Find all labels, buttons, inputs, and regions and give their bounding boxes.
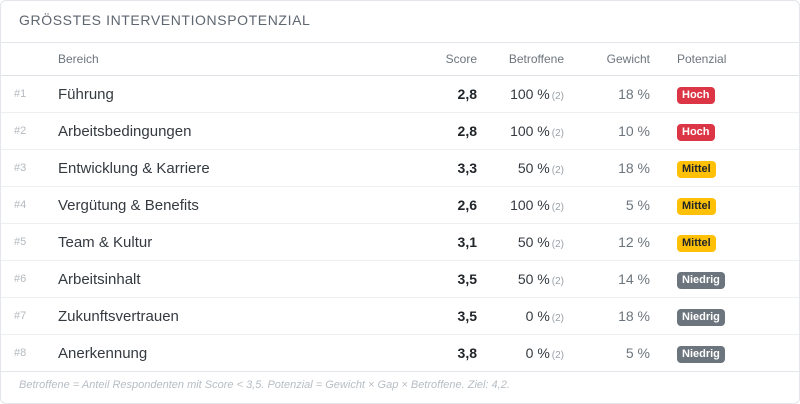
- row-potential: Mittel: [650, 223, 799, 261]
- potential-badge: Niedrig: [677, 345, 725, 363]
- table-row: #5 Team & Kultur 3,1 50 % (2) 12 % Mittel: [1, 223, 799, 261]
- row-rank: #2: [1, 112, 58, 150]
- affected-percent: 0 %: [525, 345, 550, 361]
- potential-badge: Hoch: [677, 123, 715, 141]
- affected-percent: 50 %: [517, 271, 550, 287]
- row-area: Vergütung & Benefits: [58, 186, 418, 224]
- row-weight: 18 %: [564, 75, 650, 113]
- row-area: Arbeitsinhalt: [58, 260, 418, 298]
- row-rank: #5: [1, 223, 58, 261]
- row-potential: Niedrig: [650, 297, 799, 335]
- table-header-row: Bereich Score Betroffene Gewicht Potenzi…: [1, 42, 799, 76]
- row-rank: #8: [1, 334, 58, 372]
- potential-badge: Mittel: [677, 197, 716, 215]
- row-potential: Hoch: [650, 75, 799, 113]
- row-potential: Niedrig: [650, 260, 799, 298]
- respondent-count: (2): [551, 239, 564, 250]
- row-rank: #1: [1, 75, 58, 113]
- row-area: Führung: [58, 75, 418, 113]
- row-affected: 0 % (2): [477, 297, 564, 335]
- affected-percent: 50 %: [517, 160, 550, 176]
- row-potential: Niedrig: [650, 334, 799, 372]
- respondent-count: (2): [551, 202, 564, 213]
- row-weight: 5 %: [564, 334, 650, 372]
- row-weight: 18 %: [564, 297, 650, 335]
- row-weight: 12 %: [564, 223, 650, 261]
- potential-badge: Mittel: [677, 160, 716, 178]
- row-score: 2,8: [418, 75, 477, 113]
- header-score: Score: [418, 42, 477, 76]
- card-title: GRÖSSTES INTERVENTIONSPOTENZIAL: [19, 12, 311, 28]
- row-score: 3,3: [418, 149, 477, 187]
- row-rank: #6: [1, 260, 58, 298]
- affected-percent: 100 %: [510, 123, 550, 139]
- potential-badge: Mittel: [677, 234, 716, 252]
- row-affected: 100 % (2): [477, 186, 564, 224]
- row-potential: Hoch: [650, 112, 799, 150]
- header-potential: Potenzial: [650, 42, 799, 76]
- footnote: Betroffene = Anteil Respondenten mit Sco…: [19, 379, 510, 391]
- affected-percent: 0 %: [525, 308, 550, 324]
- row-score: 2,6: [418, 186, 477, 224]
- row-affected: 50 % (2): [477, 149, 564, 187]
- header-area: Bereich: [58, 42, 418, 76]
- respondent-count: (2): [551, 128, 564, 139]
- row-potential: Mittel: [650, 186, 799, 224]
- table-row: #8 Anerkennung 3,8 0 % (2) 5 % Niedrig: [1, 334, 799, 372]
- table-row: #6 Arbeitsinhalt 3,5 50 % (2) 14 % Niedrig: [1, 260, 799, 298]
- row-score: 3,5: [418, 260, 477, 298]
- potential-badge: Niedrig: [677, 271, 725, 289]
- header-affected: Betroffene: [477, 42, 564, 76]
- affected-percent: 100 %: [510, 86, 550, 102]
- row-score: 3,5: [418, 297, 477, 335]
- potential-badge: Hoch: [677, 86, 715, 104]
- table-row: #1 Führung 2,8 100 % (2) 18 % Hoch: [1, 75, 799, 113]
- row-area: Entwicklung & Karriere: [58, 149, 418, 187]
- row-rank: #3: [1, 149, 58, 187]
- row-area: Anerkennung: [58, 334, 418, 372]
- row-score: 3,1: [418, 223, 477, 261]
- row-area: Zukunftsvertrauen: [58, 297, 418, 335]
- row-weight: 18 %: [564, 149, 650, 187]
- table-row: #7 Zukunftsvertrauen 3,5 0 % (2) 18 % Niedrig: [1, 297, 799, 335]
- potential-badge: Niedrig: [677, 308, 725, 326]
- row-score: 3,8: [418, 334, 477, 372]
- potential-table: Bereich Score Betroffene Gewicht Potenzi…: [1, 42, 799, 372]
- header-rank: [1, 42, 58, 76]
- row-weight: 14 %: [564, 260, 650, 298]
- row-affected: 50 % (2): [477, 223, 564, 261]
- row-area: Arbeitsbedingungen: [58, 112, 418, 150]
- row-score: 2,8: [418, 112, 477, 150]
- row-potential: Mittel: [650, 149, 799, 187]
- row-affected: 50 % (2): [477, 260, 564, 298]
- respondent-count: (2): [551, 350, 564, 361]
- row-rank: #4: [1, 186, 58, 224]
- table-row: #2 Arbeitsbedingungen 2,8 100 % (2) 10 % Hoch: [1, 112, 799, 150]
- header-weight: Gewicht: [564, 42, 650, 76]
- row-affected: 0 % (2): [477, 334, 564, 372]
- row-area: Team & Kultur: [58, 223, 418, 261]
- respondent-count: (2): [551, 276, 564, 287]
- affected-percent: 100 %: [510, 197, 550, 213]
- affected-percent: 50 %: [517, 234, 550, 250]
- respondent-count: (2): [551, 313, 564, 324]
- row-affected: 100 % (2): [477, 112, 564, 150]
- row-affected: 100 % (2): [477, 75, 564, 113]
- row-weight: 10 %: [564, 112, 650, 150]
- row-weight: 5 %: [564, 186, 650, 224]
- table-row: #4 Vergütung & Benefits 2,6 100 % (2) 5 % Mitt…: [1, 186, 799, 224]
- respondent-count: (2): [551, 165, 564, 176]
- row-rank: #7: [1, 297, 58, 335]
- respondent-count: (2): [551, 91, 564, 102]
- table-row: #3 Entwicklung & Karriere 3,3 50 % (2) 18 % Mi…: [1, 149, 799, 187]
